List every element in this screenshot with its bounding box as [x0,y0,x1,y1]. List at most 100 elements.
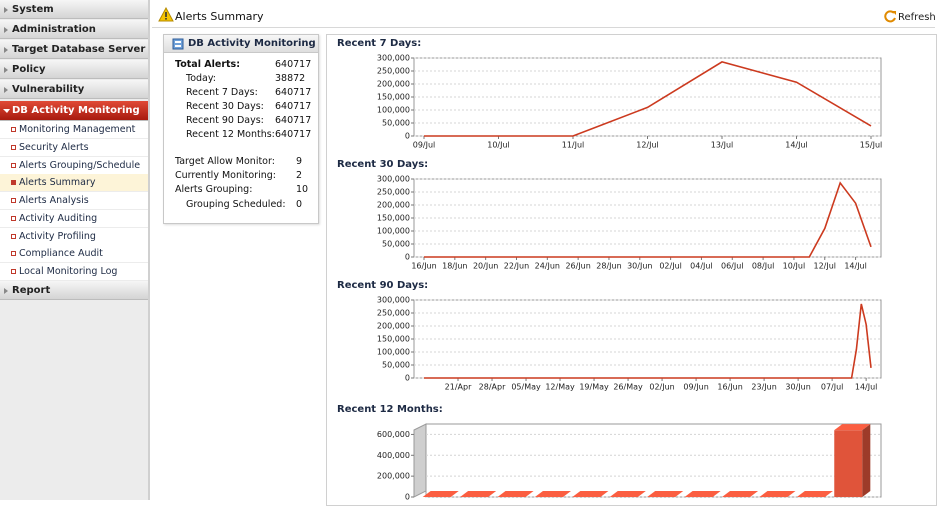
x-tick-label: 05/May [511,383,541,392]
nav-section[interactable]: Vulnerability Assessment [0,80,148,114]
y-tick-label: 200,000 [377,472,410,481]
header: Alerts Summary Refresh [152,4,936,28]
panel-title: DB Activity Monitoring [164,35,318,53]
sidebar: System Administration Target Database Se… [0,0,150,500]
y-tick-label: 150,000 [377,214,410,223]
bar-top [759,491,796,497]
bar-top [647,491,684,497]
x-tick-label: 10/Jul [487,141,510,150]
nav-section[interactable]: System [0,0,148,19]
x-tick-label: 14/Jul [855,383,878,392]
x-tick-label: 12/Jul [813,262,836,271]
summary-label: Target Allow Monitor: [175,156,275,167]
charts: Recent 7 Days: 0 50,000 100,000 150,000 200,0… [337,38,883,502]
nav-item[interactable]: Alerts Analysis [0,192,148,209]
bar-top [796,491,833,497]
summary-label: Recent 7 Days: [186,87,258,98]
series-line [424,181,872,258]
x-tick-label: 22/Jun [504,262,529,271]
bar-top [572,491,609,497]
charts-panel: Recent 7 Days: 0 50,000 100,000 150,000 200,0… [326,34,937,506]
nav-item[interactable]: Activity Profiling [0,228,148,245]
x-tick-label: 14/Jul [785,141,808,150]
x-tick-label: 21/Apr [445,383,472,392]
y-tick-label: 100,000 [377,348,410,357]
page-title: Alerts Summary [175,10,264,23]
x-tick-label: 15/Jul [860,141,883,150]
bar-side [862,424,871,497]
y-tick-label: 50,000 [382,119,410,128]
db-icon [172,38,184,50]
nav-item[interactable]: Compliance Audit [0,245,148,262]
x-tick-label: 02/Jun [649,383,674,392]
x-tick-label: 14/Jul [844,262,867,271]
summary-value: 2 [296,170,303,181]
nav-section[interactable]: Report [0,281,148,300]
nav-section[interactable]: Target Database Server [0,40,148,59]
y-tick-label: 0 [405,253,410,262]
x-tick-label: 02/Jul [659,262,682,271]
x-tick-label: 20/Jun [473,262,498,271]
summary-value: 640717 [275,87,312,98]
x-tick-label: 16/Jun [717,383,742,392]
x-tick-label: 04/Jul [690,262,713,271]
nav-item[interactable]: Activity Auditing [0,210,148,227]
x-tick-label: 12/Jul [636,141,659,150]
y-tick-label: 200,000 [377,80,410,89]
series-line [424,61,872,137]
summary-value: 9 [296,156,303,167]
y-tick-label: 300,000 [377,296,410,305]
chart-title: Recent 12 Months: [337,404,443,415]
chart-title: Recent 30 Days: [337,159,428,170]
x-tick-label: 12/May [545,383,575,392]
bar-top [460,491,497,497]
x-tick-label: 24/Jun [535,262,560,271]
x-tick-label: 26/Jun [565,262,590,271]
y-tick-label: 200,000 [377,201,410,210]
series-line [424,303,872,379]
y-tick-label: 600,000 [377,430,410,439]
x-tick-label: 26/May [613,383,643,392]
y-tick-label: 400,000 [377,451,410,460]
nav-item[interactable]: Security Alerts [0,139,148,156]
y-tick-label: 150,000 [377,93,410,102]
summary-label: Alerts Grouping: [175,184,253,195]
summary-label: Currently Monitoring: [175,170,276,181]
x-tick-label: 07/Jul [821,383,844,392]
x-tick-label: 16/Jun [411,262,436,271]
nav-section[interactable]: Policy [0,60,148,79]
nav-section[interactable]: Administration [0,20,148,39]
plot-area [425,423,882,498]
y-tick-label: 300,000 [377,54,410,63]
summary-label: Recent 12 Months: [186,129,275,140]
x-tick-label: 11/Jul [562,141,585,150]
nav-item[interactable]: Local Monitoring Log [0,263,148,280]
summary-label: Grouping Scheduled: [186,199,286,210]
x-tick-label: 08/Jul [752,262,775,271]
refresh-icon[interactable] [884,10,897,23]
refresh-button[interactable]: Refresh [898,12,936,23]
y-tick-label: 300,000 [377,175,410,184]
summary-value: 640717 [275,59,312,70]
y-tick-label: 50,000 [382,240,410,249]
x-tick-label: 09/Jul [413,141,436,150]
plot-wall [413,423,427,498]
nav-item[interactable]: Monitoring Management [0,121,148,138]
summary-value: 640717 [275,129,312,140]
nav-item[interactable]: Alerts Summary [0,174,148,191]
x-tick-label: 30/Jun [627,262,652,271]
nav-section[interactable]: DB Activity Monitoring [0,101,148,121]
chart-title: Recent 90 Days: [337,280,428,291]
x-tick-label: 19/May [579,383,609,392]
y-tick-label: 250,000 [377,309,410,318]
y-tick-label: 200,000 [377,322,410,331]
y-tick-label: 100,000 [377,106,410,115]
x-tick-label: 18/Jun [442,262,467,271]
summary-value: 0 [296,199,303,210]
bar-top [497,491,534,497]
x-tick-label: 23/Jun [751,383,776,392]
x-tick-label: 10/Jul [783,262,806,271]
x-tick-label: 30/Jun [785,383,810,392]
nav-item[interactable]: Alerts Grouping/Schedule [0,157,148,174]
